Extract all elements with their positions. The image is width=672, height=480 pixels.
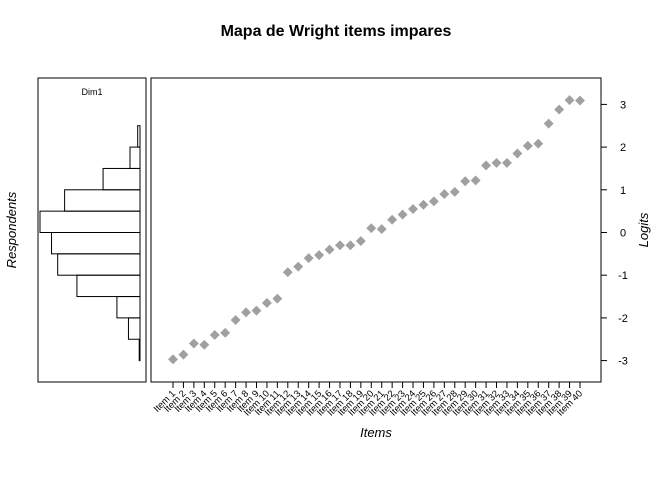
item-point [554,104,565,115]
histogram-bar [51,232,141,255]
logits-tick-label: 2 [620,142,626,154]
item-point [199,339,210,350]
item-point [564,95,575,106]
item-point [324,244,335,255]
item-point [251,305,262,316]
item-point [470,175,481,186]
item-point [512,148,523,159]
item-point [355,236,366,246]
histogram-bar [39,210,141,233]
items-plot-area [150,77,602,383]
item-point [178,349,189,360]
logits-tick-label: 1 [620,185,626,197]
dimension-label: Dim1 [81,87,102,97]
item-point [261,298,272,308]
logits-tick-label: -2 [618,313,628,325]
item-point [220,327,231,338]
item-points [168,95,585,365]
item-point [491,157,502,168]
item-point [543,118,554,129]
respondents-axis-label: Respondents [4,191,19,268]
histogram-bar [129,146,141,169]
item-point [460,176,471,187]
item-point [418,199,429,210]
respondents-histogram [39,125,141,362]
histogram-bar [137,125,141,148]
item-point [282,267,293,278]
item-point [501,157,512,168]
item-point [366,223,377,234]
item-point [449,186,460,197]
item-point [397,209,408,220]
item-point [209,330,220,340]
item-point [335,240,345,251]
histogram-bar [102,167,141,191]
item-point [387,214,398,225]
item-point [272,293,283,304]
histogram-bar [76,274,141,298]
item-point [439,189,450,200]
logits-tick-label: -1 [618,270,628,282]
item-point [293,261,304,272]
item-point [314,250,325,261]
item-point [522,140,533,151]
histogram-bar [127,317,141,340]
item-point [345,240,356,251]
logits-axis: -3 -2 -1 0 1 2 3 [600,99,628,368]
item-point [168,354,178,365]
item-point [241,307,252,318]
histogram-bar [116,296,141,319]
item-point [408,204,418,214]
logits-tick-label: -3 [618,356,628,368]
chart-title: Mapa de Wright items impares [221,23,452,40]
respondents-panel [37,77,147,383]
logits-tick-label: 3 [620,99,626,111]
histogram-bar [138,338,141,362]
item-point [533,138,544,149]
item-point [575,95,585,106]
item-point [376,224,387,235]
item-point [230,315,241,325]
item-point [188,338,199,349]
item-point [303,253,314,264]
histogram-bar [57,253,141,276]
logits-tick-label: 0 [620,228,626,240]
logits-axis-label: Logits [636,212,651,247]
item-point [428,196,439,207]
item-point [481,160,492,171]
items-axis-label: Items [360,425,392,440]
histogram-bar [64,189,141,212]
